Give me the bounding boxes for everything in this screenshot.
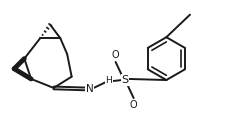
Text: O: O xyxy=(112,50,120,60)
Text: S: S xyxy=(121,75,128,85)
Text: H: H xyxy=(106,76,112,85)
Text: O: O xyxy=(130,100,137,110)
Text: N: N xyxy=(86,84,94,94)
